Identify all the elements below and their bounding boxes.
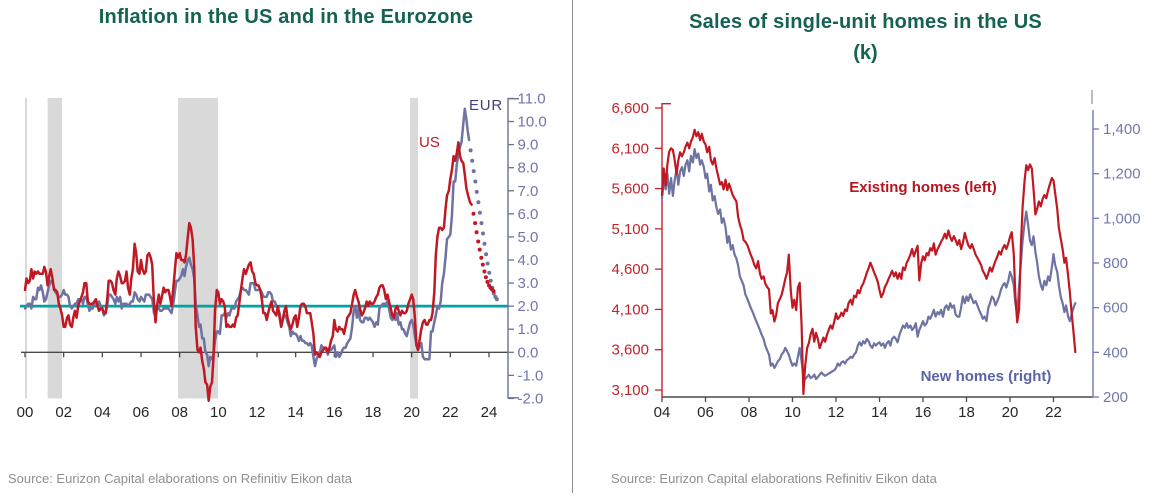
new-homes-legend-label: New homes (right): [920, 368, 1052, 385]
homes-chart-title: Sales of single-unit homes in the US: [689, 11, 1042, 33]
homes-x-axis-tick-label: 22: [1045, 404, 1062, 421]
homes-x-axis-tick-label: 18: [958, 404, 975, 421]
homes-left-y-axis-tick-label: 5,100: [611, 221, 649, 238]
right-y-axis-tick-label: 2.0: [518, 298, 539, 315]
homes-right-y-axis-tick-label: 400: [1103, 344, 1128, 361]
existing-homes-legend-label: Existing homes (left): [849, 179, 997, 196]
eur-forecast-dot: [474, 189, 479, 194]
eur-forecast-dot: [481, 231, 485, 236]
x-axis-tick-label: 18: [365, 404, 382, 421]
right-y-axis-tick-label: 6.0: [518, 206, 539, 223]
recession-band: [178, 98, 218, 399]
homes-right-y-axis-tick-label: 800: [1103, 255, 1128, 272]
x-axis-tick-label: 04: [94, 404, 111, 421]
us-forecast-dot: [471, 211, 476, 216]
homes-left-y-axis-tick-label: 4,100: [611, 301, 649, 318]
homes-x-axis-tick-label: 20: [1002, 404, 1019, 421]
eur-forecast-dot: [488, 278, 493, 283]
eur-forecast-dot: [473, 179, 478, 184]
right-y-axis-tick-label: 3.0: [518, 275, 539, 292]
us-forecast-dot: [480, 262, 485, 267]
homes-left-y-axis-tick-label: 3,100: [611, 382, 649, 399]
right-y-axis-tick-label: 0.0: [518, 344, 539, 361]
x-axis-tick-label: 08: [171, 404, 188, 421]
homes-x-axis-tick-label: 16: [915, 404, 932, 421]
homes-right-y-axis-tick-label: 200: [1103, 389, 1128, 406]
x-axis-tick-label: 24: [481, 404, 498, 421]
homes-left-y-axis-tick-label: 3,600: [611, 342, 649, 359]
right-y-axis-tick-label: -2.0: [518, 390, 544, 407]
recession-band: [25, 98, 27, 399]
right-y-axis-tick-label: 1.0: [518, 321, 539, 338]
homes-x-axis-tick-label: 04: [654, 404, 671, 421]
us-series-label: US: [419, 134, 440, 151]
us-forecast-dot: [473, 221, 478, 226]
homes-left-y-axis-tick-label: 6,600: [611, 100, 649, 117]
right-y-axis-tick-label: 8.0: [518, 160, 539, 177]
right-y-axis-tick-label: 7.0: [518, 183, 539, 200]
right-y-axis-tick-label: -1.0: [518, 367, 544, 384]
new-homes-line: [660, 148, 1077, 381]
homes-left-y-axis-tick-label: 6,100: [611, 140, 649, 157]
x-axis-tick-label: 16: [326, 404, 343, 421]
eur-forecast-dot: [477, 210, 482, 215]
right-source-text: Source: Eurizon Capital elaborations Ref…: [611, 471, 937, 486]
inflation-chart-title: Inflation in the US and in the Eurozone: [98, 6, 474, 28]
eur-forecast-dot: [476, 200, 481, 205]
x-axis-tick-label: 14: [287, 404, 304, 421]
homes-x-axis-tick-label: 14: [871, 404, 888, 421]
homes-left-y-axis-tick-label: 5,600: [611, 181, 649, 198]
eur-line: [23, 107, 471, 368]
homes-x-axis-tick-label: 06: [697, 404, 714, 421]
recession-band: [410, 98, 418, 399]
right-y-axis-tick-label: 5.0: [518, 229, 539, 246]
eur-forecast-dot: [482, 241, 487, 246]
right-y-axis-tick-label: 11.0: [518, 90, 546, 107]
eur-forecast-dot: [485, 261, 490, 266]
eur-forecast-dot: [471, 169, 476, 174]
us-forecast-dot: [491, 289, 496, 294]
x-axis-tick-label: 06: [133, 404, 150, 421]
x-axis-tick-label: 10: [210, 404, 227, 421]
eur-series-label: EUR: [469, 97, 504, 114]
eur-forecast-dot: [484, 252, 489, 257]
homes-right-y-axis-tick-label: 600: [1103, 300, 1128, 317]
homes-chart-subtitle: (k): [853, 42, 878, 64]
homes-x-axis-tick-label: 08: [741, 404, 758, 421]
x-axis-tick-label: 12: [249, 404, 266, 421]
eur-forecast-dot: [479, 221, 484, 226]
us-forecast-dot: [482, 269, 487, 274]
right-y-axis-tick-label: 10.0: [518, 114, 547, 131]
homes-right-y-axis-tick-label: 1,400: [1103, 121, 1141, 138]
us-line: [23, 141, 473, 403]
homes-left-y-axis-tick-label: 4,600: [611, 261, 649, 278]
us-forecast-dot: [485, 279, 490, 284]
right-y-axis-tick-label: 9.0: [518, 137, 539, 154]
x-axis-tick-label: 20: [403, 404, 420, 421]
x-axis-tick-label: 22: [442, 404, 459, 421]
us-forecast-dot: [474, 230, 479, 235]
us-forecast-dot: [476, 239, 481, 244]
eur-forecast-dot: [494, 297, 499, 302]
us-forecast-dot: [479, 255, 484, 260]
left-source-text: Source: Eurizon Capital elaborations on …: [8, 471, 352, 486]
x-axis-tick-label: 02: [55, 404, 72, 421]
panel-divider: [572, 0, 573, 493]
homes-right-y-axis-tick-label: 1,000: [1103, 210, 1141, 227]
right-y-axis-tick-label: 4.0: [518, 252, 539, 269]
eur-forecast-dot: [487, 270, 492, 275]
recession-band: [47, 98, 63, 399]
homes-x-axis-tick-label: 10: [784, 404, 801, 421]
us-forecast-dot: [477, 247, 482, 252]
x-axis-tick-label: 00: [17, 404, 34, 421]
homes-right-y-axis-tick-label: 1,200: [1103, 166, 1141, 183]
us-forecast-dot: [483, 275, 488, 280]
homes-x-axis-tick-label: 12: [828, 404, 845, 421]
existing-homes-line: [660, 128, 1077, 396]
eur-forecast-dot: [468, 148, 473, 153]
eur-forecast-dot: [470, 158, 475, 163]
